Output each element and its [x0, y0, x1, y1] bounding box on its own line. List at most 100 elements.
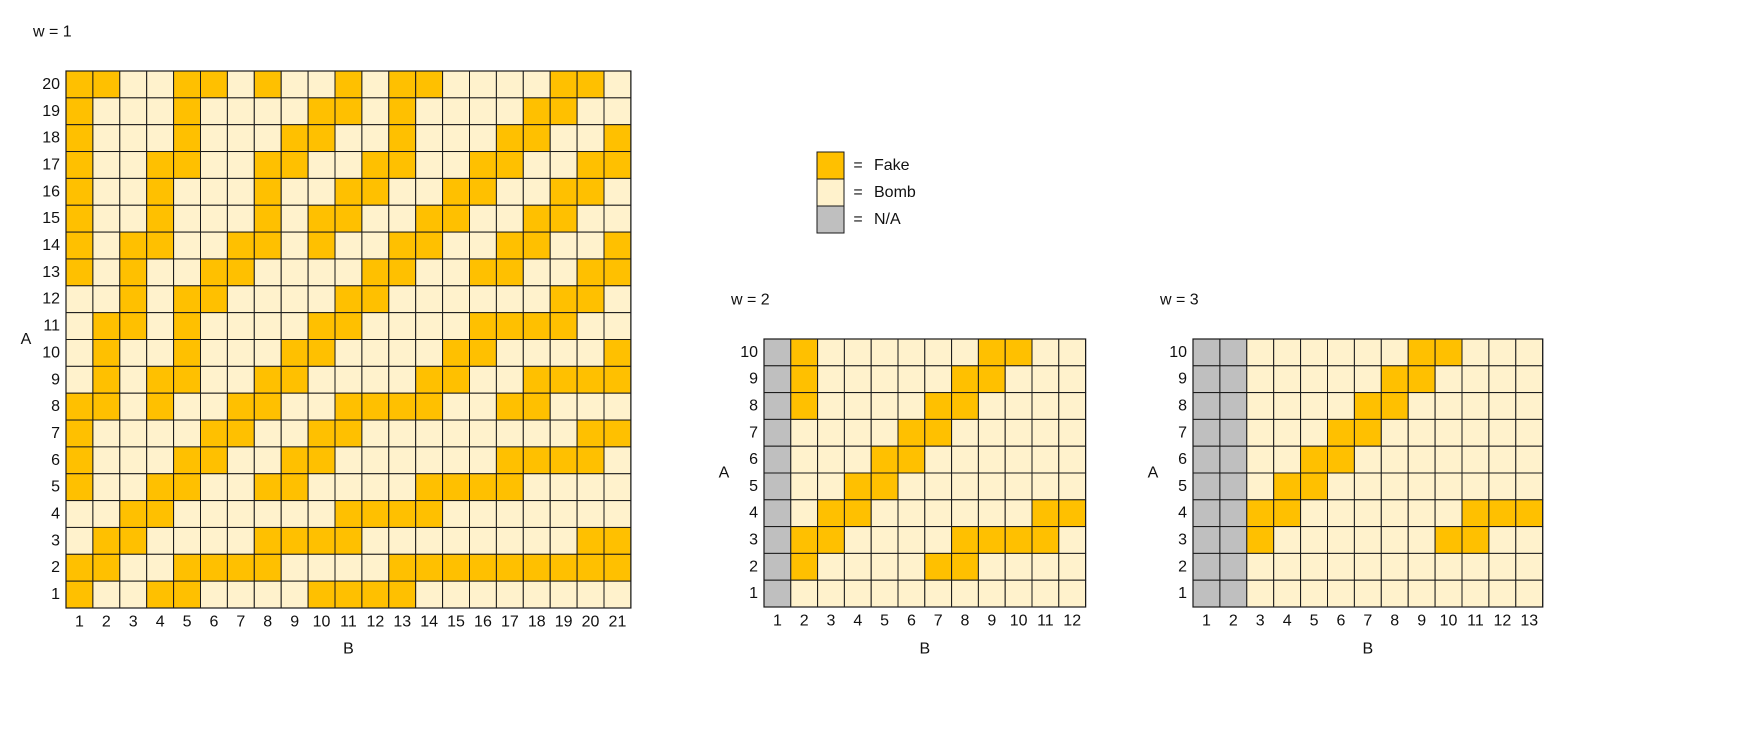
x-axis-label: B: [343, 641, 354, 658]
cell-bomb-a7-b13: [388, 419, 417, 448]
cell-bomb-a10-b11: [1031, 338, 1060, 367]
cell-fake-a9-b8: [1380, 365, 1409, 394]
row-label: 10: [1169, 344, 1187, 361]
cell-bomb-a1-b3: [1246, 579, 1275, 608]
cell-bomb-a5-b10: [307, 473, 336, 502]
cell-bomb-a16-b21: [603, 177, 632, 206]
cell-bomb-a2-b5: [870, 552, 899, 581]
cell-bomb-a13-b5: [173, 258, 202, 287]
cell-fake-a14-b8: [253, 231, 282, 260]
cell-bomb-a1-b10: [1434, 579, 1463, 608]
cell-fake-a11-b2: [92, 312, 121, 340]
cell-na-a1-b1: [763, 579, 792, 608]
cell-bomb-a2-b11: [334, 553, 363, 582]
cell-bomb-a7-b9: [977, 418, 1006, 447]
cell-bomb-a20-b18: [522, 70, 551, 99]
cell-bomb-a13-b10: [307, 258, 336, 287]
cell-fake-a7-b7: [924, 418, 953, 447]
cell-fake-a2-b8: [253, 553, 282, 582]
cell-bomb-a13-b8: [253, 258, 282, 287]
cell-bomb-a19-b14: [415, 97, 444, 126]
cell-bomb-a15-b5: [173, 204, 202, 233]
cell-fake-a3-b3: [817, 526, 845, 554]
cell-bomb-a15-b21: [603, 204, 632, 233]
cell-bomb-a4-b7: [226, 500, 255, 528]
cell-na-a3-b1: [1192, 526, 1221, 554]
cell-bomb-a10-b13: [388, 339, 417, 367]
cell-bomb-a2-b3: [1246, 552, 1275, 581]
column-label: 7: [1363, 613, 1372, 630]
cell-bomb-a9-b4: [843, 365, 872, 394]
cell-bomb-a1-b20: [576, 580, 605, 609]
cell-fake-a10-b5: [173, 339, 202, 367]
cell-fake-a8-b7: [226, 392, 255, 421]
cell-bomb-a8-b10: [1004, 392, 1033, 420]
cell-fake-a10-b10: [1434, 338, 1463, 367]
cell-bomb-a15-b13: [388, 204, 417, 233]
cell-fake-a8-b11: [334, 392, 363, 421]
cell-fake-a10-b9: [280, 339, 309, 367]
cell-bomb-a6-b11: [334, 446, 363, 475]
cell-fake-a9-b9: [1407, 365, 1436, 394]
cell-bomb-a1-b21: [603, 580, 632, 609]
cell-fake-a11-b18: [522, 312, 551, 340]
cell-bomb-a6-b15: [442, 446, 471, 475]
cell-bomb-a15-b17: [495, 204, 524, 233]
row-label: 3: [51, 532, 60, 549]
row-label: 1: [51, 586, 60, 603]
legend-label: Bomb: [874, 184, 916, 201]
cell-fake-a16-b16: [469, 177, 497, 206]
cell-fake-a3-b10: [1004, 526, 1033, 554]
cell-fake-a6-b6: [200, 446, 228, 475]
cell-fake-a2-b2: [790, 552, 819, 581]
cell-bomb-a7-b9: [1407, 418, 1436, 447]
cell-bomb-a8-b13: [1515, 392, 1544, 420]
cell-fake-a11-b5: [173, 312, 202, 340]
cell-bomb-a18-b2: [92, 124, 121, 153]
cell-bomb-a1-b14: [415, 580, 444, 609]
cell-bomb-a15-b2: [92, 204, 121, 233]
cell-bomb-a1-b12: [1488, 579, 1517, 608]
cell-fake-a13-b3: [119, 258, 148, 287]
cell-na-a7-b1: [763, 418, 792, 447]
cell-bomb-a5-b19: [549, 473, 578, 502]
grid-border: [65, 70, 632, 609]
cell-bomb-a1-b15: [442, 580, 471, 609]
cell-bomb-a1-b7: [226, 580, 255, 609]
cell-na-a6-b2: [1219, 445, 1248, 474]
cell-fake-a17-b12: [361, 151, 390, 179]
cell-bomb-a13-b19: [549, 258, 578, 287]
cell-fake-a19-b5: [173, 97, 202, 126]
cell-bomb-a16-b2: [92, 177, 121, 206]
row-label: 4: [1178, 505, 1187, 522]
column-label: 10: [313, 614, 331, 631]
row-label: 9: [1178, 371, 1187, 388]
cell-bomb-a2-b4: [1273, 552, 1302, 581]
cell-fake-a8-b1: [65, 392, 94, 421]
row-label: 8: [749, 398, 758, 415]
cell-bomb-a8-b3: [119, 392, 148, 421]
cell-bomb-a7-b5: [870, 418, 899, 447]
cell-fake-a12-b11: [334, 285, 363, 314]
cell-fake-a19-b10: [307, 97, 336, 126]
cell-fake-a14-b10: [307, 231, 336, 260]
cell-fake-a2-b17: [495, 553, 524, 582]
column-label: 13: [393, 614, 411, 631]
cell-fake-a19-b13: [388, 97, 417, 126]
cell-bomb-a7-b8: [253, 419, 282, 448]
cell-fake-a10-b15: [442, 339, 471, 367]
row-label: 4: [749, 505, 758, 522]
cell-fake-a2-b2: [92, 553, 121, 582]
column-label: 14: [420, 614, 438, 631]
cell-bomb-a5-b11: [1031, 472, 1060, 501]
cell-bomb-a1-b11: [1031, 579, 1060, 608]
cell-bomb-a2-b3: [817, 552, 845, 581]
cell-bomb-a9-b7: [1353, 365, 1382, 394]
cell-fake-a14-b14: [415, 231, 444, 260]
column-label: 13: [1520, 613, 1538, 630]
cell-bomb-a6-b8: [253, 446, 282, 475]
cell-bomb-a9-b1: [65, 365, 94, 394]
cell-bomb-a9-b3: [1246, 365, 1275, 394]
cell-fake-a8-b14: [415, 392, 444, 421]
